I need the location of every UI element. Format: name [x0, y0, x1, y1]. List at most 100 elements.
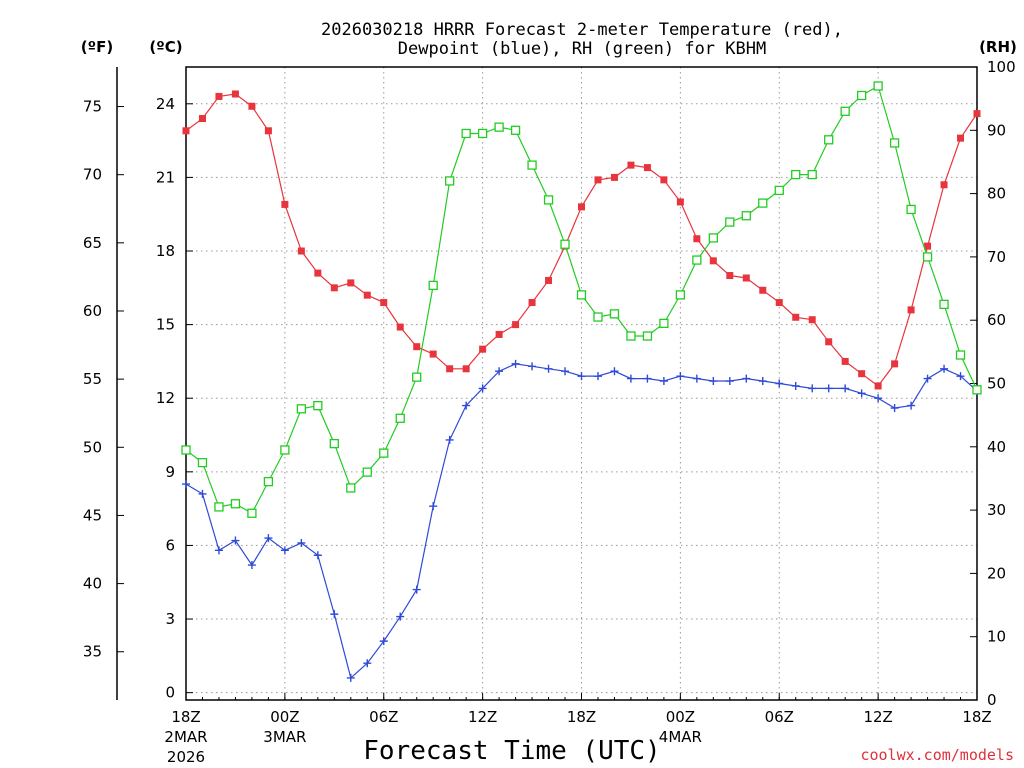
- dewpoint-point: [956, 372, 965, 381]
- rh-tick-label: 50: [987, 375, 1006, 393]
- temperature-point: [380, 299, 388, 307]
- rh-point: [263, 476, 274, 487]
- fahrenheit-tick-label: 40: [83, 575, 102, 593]
- dewpoint-point: [297, 538, 306, 547]
- dewpoint-point: [544, 364, 553, 373]
- time-tick-label: 06Z: [369, 708, 398, 726]
- temperature-point: [709, 257, 717, 265]
- temperature-point: [429, 350, 437, 358]
- temperature-point: [396, 323, 404, 331]
- rh-point: [741, 211, 751, 221]
- temperature-point: [248, 102, 256, 110]
- temperature-point: [726, 272, 734, 280]
- temperature-point: [874, 382, 882, 390]
- dewpoint-point: [462, 401, 471, 410]
- dewpoint-point: [478, 384, 487, 393]
- time-tick-label: 18Z: [567, 708, 596, 726]
- dewpoint-point: [561, 367, 570, 376]
- data-series: [181, 81, 982, 682]
- credit-text: coolwx.com/models: [860, 746, 1014, 764]
- temperature-point: [264, 127, 272, 135]
- temperature-point: [643, 164, 651, 172]
- rh-point: [395, 413, 405, 423]
- temperature-point: [479, 345, 487, 353]
- rh-point: [708, 233, 718, 243]
- rh-point: [626, 331, 636, 341]
- chart-title-line2: Dewpoint (blue), RH (green) for KBHM: [398, 39, 766, 59]
- rh-point: [181, 445, 191, 455]
- rh-point: [939, 299, 949, 310]
- dewpoint-point: [313, 551, 322, 560]
- temperature-point: [281, 200, 289, 208]
- temperature-point: [676, 198, 684, 206]
- rh-point: [791, 169, 801, 180]
- dewpoint-point: [643, 374, 652, 383]
- temperature-point: [512, 321, 520, 329]
- rh-point: [527, 160, 537, 170]
- time-tick-label: 00Z: [270, 708, 299, 726]
- rh-tick-label: 30: [987, 501, 1006, 519]
- rh-point: [214, 502, 224, 512]
- dewpoint-point: [445, 435, 454, 444]
- temperature-point: [759, 286, 767, 294]
- temperature-point: [594, 176, 602, 184]
- rh-point: [560, 239, 570, 249]
- temperature-point: [528, 299, 536, 307]
- dewpoint-point: [511, 359, 520, 368]
- temperature-point: [627, 161, 635, 169]
- dewpoint-point: [264, 534, 273, 543]
- dewpoint-point: [676, 372, 685, 381]
- time-tick-date: 4MAR: [659, 728, 702, 746]
- rh-tick-label: 70: [987, 248, 1006, 266]
- temperature-point: [198, 115, 206, 123]
- temperature-point: [297, 247, 305, 255]
- dewpoint-point: [495, 367, 504, 376]
- temperature-point: [330, 284, 338, 292]
- rh-point: [807, 169, 817, 180]
- rh-point: [296, 404, 307, 414]
- rh-unit-label: (RH): [979, 38, 1017, 56]
- time-tick-label: 06Z: [765, 708, 794, 726]
- rh-point: [758, 198, 768, 208]
- celsius-tick-label: 24: [156, 95, 175, 113]
- celsius-axis-ticks: 0 3 6 9 12 15 18 21 24: [156, 95, 193, 702]
- temperature-point: [957, 134, 965, 142]
- dewpoint-point: [824, 384, 833, 393]
- fahrenheit-tick-label: 65: [83, 234, 102, 252]
- time-tick-label: 00Z: [666, 708, 695, 726]
- celsius-tick-label: 21: [156, 168, 175, 186]
- rh-point: [230, 499, 241, 509]
- rh-point: [412, 372, 422, 382]
- celsius-tick-label: 12: [156, 389, 175, 407]
- time-tick-label: 12Z: [863, 708, 892, 726]
- rh-point: [824, 135, 834, 145]
- time-tick-year: 2026: [167, 748, 205, 766]
- temperature-point: [215, 92, 223, 100]
- dewpoint-point: [808, 384, 817, 393]
- dewpoint-point: [874, 394, 883, 403]
- fahrenheit-tick-label: 35: [83, 643, 102, 661]
- dewpoint-series: [182, 359, 981, 682]
- temperature-point: [825, 338, 833, 346]
- celsius-tick-label: 15: [156, 316, 175, 334]
- grid-lines: [186, 67, 977, 700]
- chart-title-line1: 2026030218 HRRR Forecast 2-meter Tempera…: [321, 20, 843, 40]
- fahrenheit-tick-label: 60: [83, 302, 102, 320]
- celsius-unit-label: (ºC): [149, 38, 182, 56]
- dewpoint-point: [528, 362, 537, 371]
- dewpoint-point: [725, 377, 734, 386]
- dewpoint-point: [330, 610, 339, 619]
- temperature-point: [891, 360, 899, 368]
- time-tick-date: 3MAR: [263, 728, 306, 746]
- dewpoint-point: [231, 536, 240, 545]
- rh-point: [445, 176, 455, 186]
- temperature-point: [363, 291, 371, 299]
- dewpoint-point: [791, 381, 800, 390]
- temperature-point: [495, 330, 503, 338]
- temperature-point: [808, 316, 816, 324]
- dewpoint-point: [857, 389, 866, 398]
- dewpoint-point: [626, 374, 635, 383]
- dewpoint-point: [247, 561, 256, 570]
- rh-tick-label: 20: [987, 564, 1006, 582]
